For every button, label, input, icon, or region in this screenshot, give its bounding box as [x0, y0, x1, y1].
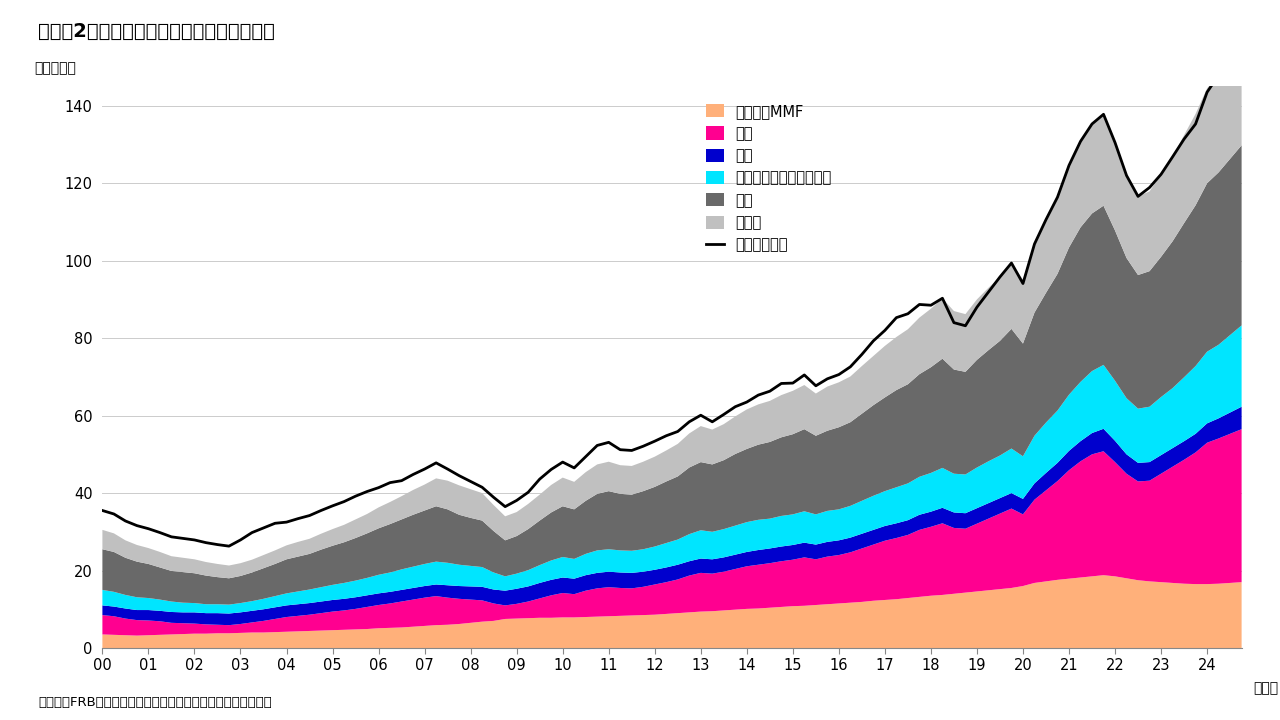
家計資産合計	[785, 379, 800, 387]
Legend: 現預金＋MMF, 株式, 債券, ミューチュアルファンド, 年金, その他, 家計資産合計: 現預金＋MMF, 株式, 債券, ミューチュアルファンド, 年金, その他, 家…	[701, 99, 836, 257]
家計資産合計	[371, 483, 387, 492]
家計資産合計	[1234, 40, 1249, 49]
Text: （図表2）米国：家計の金融資産残高の推移: （図表2）米国：家計の金融資産残高の推移	[38, 22, 275, 40]
家計資産合計	[1153, 170, 1169, 179]
家計資産合計	[1188, 120, 1203, 128]
家計資産合計	[221, 542, 237, 551]
Text: （年）: （年）	[1253, 682, 1279, 696]
家計資産合計	[325, 502, 340, 510]
家計資産合計	[692, 411, 708, 420]
Line: 家計資産合計: 家計資産合計	[102, 45, 1242, 546]
家計資産合計	[95, 506, 110, 515]
Text: （兆ドル）: （兆ドル）	[35, 61, 76, 75]
Text: （出所）FRB（米連邦準備理事会）資料よりインベスコが作成: （出所）FRB（米連邦準備理事会）資料よりインベスコが作成	[38, 696, 273, 709]
